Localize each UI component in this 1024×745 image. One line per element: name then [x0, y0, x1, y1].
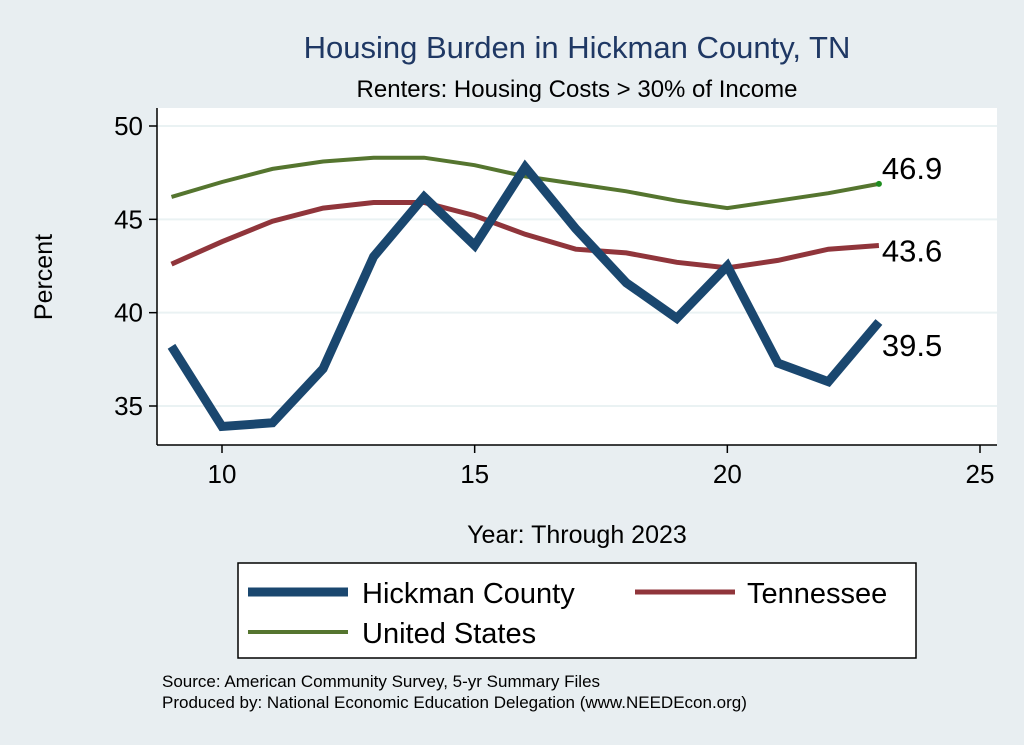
legend-box: [237, 562, 917, 659]
end-labels: 39.5 43.6 46.9: [882, 151, 942, 363]
y-tick-label-35: 35: [114, 391, 143, 421]
x-tick-label-10: 10: [208, 459, 237, 489]
end-label-united-states: 46.9: [882, 151, 942, 186]
plot-area: [157, 108, 997, 445]
y-tick-label-40: 40: [114, 298, 143, 328]
x-tick-label-20: 20: [713, 459, 742, 489]
legend: Hickman County Tennessee United States: [237, 562, 917, 659]
end-label-hickman-county: 39.5: [882, 328, 942, 363]
y-axis-title: Percent: [30, 234, 58, 320]
series-line-hickman-county: [167, 159, 883, 432]
series-end-marker-united-states: [875, 180, 882, 187]
y-tick-label-45: 45: [114, 204, 143, 234]
source-note: Source: American Community Survey, 5-yr …: [162, 672, 600, 691]
y-tick-label-50: 50: [114, 111, 143, 141]
series-line-united-states: [170, 155, 880, 211]
x-axis-title: Year: Through 2023: [467, 521, 687, 549]
produced-by-note: Produced by: National Economic Education…: [162, 693, 747, 712]
axes: 35 40 45 50 10 15 20 25: [114, 108, 997, 489]
chart-subtitle: Renters: Housing Costs > 30% of Income: [357, 76, 798, 103]
grid-lines: [157, 125, 997, 407]
x-tick-label-25: 25: [966, 459, 995, 489]
legend-label-united-states: United States: [362, 618, 536, 650]
x-tick-label-15: 15: [460, 459, 489, 489]
legend-label-hickman-county: Hickman County: [362, 578, 575, 610]
chart-title: Housing Burden in Hickman County, TN: [304, 30, 851, 65]
series-line-tennessee: [170, 200, 880, 271]
legend-label-tennessee: Tennessee: [747, 578, 887, 610]
end-label-tennessee: 43.6: [882, 233, 942, 268]
data-series: [167, 155, 883, 432]
